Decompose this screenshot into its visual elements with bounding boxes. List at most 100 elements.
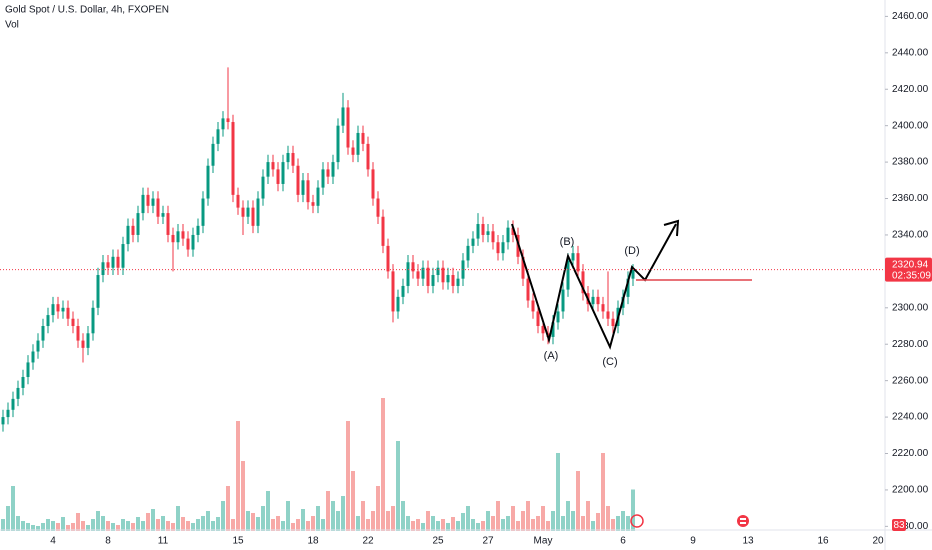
candle-body: [186, 238, 190, 250]
volume-bar: [206, 511, 210, 531]
y-tick-label: 2300.00: [892, 302, 929, 313]
candle-body: [396, 296, 400, 312]
candle-body: [446, 275, 450, 283]
y-tick-label: 2240.00: [892, 412, 929, 423]
candle-body: [31, 351, 35, 363]
volume-bar: [271, 519, 275, 531]
candle-body: [56, 304, 60, 312]
volume-bar: [281, 521, 285, 531]
volume-bar: [111, 523, 115, 531]
candle-body: [471, 238, 475, 246]
volume-bar: [371, 511, 375, 531]
volume-bar: [36, 526, 40, 531]
volume-bar: [246, 511, 250, 531]
volume-bar: [266, 491, 270, 531]
flag-stripe: [740, 518, 746, 520]
x-tick-label: 25: [432, 536, 444, 547]
volume-bar: [196, 519, 200, 531]
volume-bar: [566, 501, 570, 531]
candle-body: [526, 278, 530, 301]
x-tick-label: 27: [482, 536, 494, 547]
volume-bar: [146, 513, 150, 531]
candle-body: [356, 132, 360, 155]
volume-bar: [591, 521, 595, 531]
y-tick-label: 2200.00: [892, 485, 929, 496]
volume-bar: [91, 519, 95, 531]
volume-bar: [131, 523, 135, 531]
volume-bar: [406, 516, 410, 531]
volume-bar: [601, 453, 605, 531]
event-icon[interactable]: [630, 514, 644, 528]
wave-label: (B): [560, 236, 575, 248]
volume-title: Vol: [5, 20, 19, 31]
volume-bar: [476, 523, 480, 531]
volume-bar: [396, 441, 400, 531]
volume-bar: [301, 509, 305, 531]
candle-body: [421, 267, 425, 279]
candle-body: [536, 311, 540, 327]
candle-body: [476, 224, 480, 239]
candle-body: [511, 227, 515, 235]
volume-bar: [296, 519, 300, 531]
candle-body: [131, 225, 135, 235]
volume-bar: [191, 523, 195, 531]
candle-body: [291, 152, 295, 166]
candle-body: [426, 267, 430, 286]
last-price-label: 2320.94: [892, 259, 929, 270]
candle-body: [436, 267, 440, 276]
x-tick-label: 20: [872, 536, 884, 547]
candle-body: [161, 213, 165, 217]
event-icon[interactable]: [737, 515, 749, 527]
candle-body: [401, 285, 405, 297]
volume-bar: [606, 506, 610, 531]
volume-bar: [631, 489, 635, 531]
candle-body: [206, 165, 210, 199]
y-tick-label: 2460.00: [892, 11, 929, 22]
candle-body: [1, 417, 5, 425]
volume-bar: [411, 521, 415, 531]
candle-body: [106, 262, 110, 268]
candle-body: [481, 224, 485, 235]
candle-body: [86, 333, 90, 348]
volume-bar: [561, 516, 565, 531]
candle-body: [501, 242, 505, 254]
volume-bar: [376, 486, 380, 531]
candle-body: [216, 129, 220, 144]
candle-body: [236, 194, 240, 208]
last-price-box: [885, 257, 932, 282]
volume-bar: [106, 521, 110, 531]
candle-body: [386, 245, 390, 272]
volume-bar: [286, 501, 290, 531]
candle-body: [151, 198, 155, 206]
candle-body: [561, 289, 565, 312]
candle-body: [411, 262, 415, 272]
candle-body: [141, 194, 145, 214]
volume-bar: [6, 506, 10, 531]
candle-body: [16, 387, 20, 399]
volume-bar: [366, 519, 370, 531]
axis-layer: 2180.00 2200.00 2220.00 2240.00 2260.00 2280.…: [0, 11, 932, 547]
volume-bar: [596, 513, 600, 531]
volume-bar: [581, 516, 585, 531]
x-tick-label: 18: [307, 536, 319, 547]
candle-body: [576, 253, 580, 272]
candle-body: [296, 165, 300, 195]
y-tick-label: 2260.00: [892, 375, 929, 386]
candle-body: [231, 122, 235, 195]
candle-body: [111, 256, 115, 268]
candle-body: [431, 275, 435, 286]
y-tick-label: 2440.00: [892, 47, 929, 58]
x-tick-label: 22: [362, 536, 374, 547]
candle-body: [266, 162, 270, 177]
volume-bar: [316, 506, 320, 531]
volume-bar: [326, 491, 330, 531]
volume-bar: [481, 521, 485, 531]
volume-bar: [611, 519, 615, 531]
wave-label: (C): [602, 356, 617, 368]
volume-bar: [321, 519, 325, 531]
volume-bar: [336, 511, 340, 531]
candle-body: [196, 225, 200, 235]
candle-body: [606, 311, 610, 319]
candle-body: [506, 227, 510, 243]
candle-body: [496, 242, 500, 254]
